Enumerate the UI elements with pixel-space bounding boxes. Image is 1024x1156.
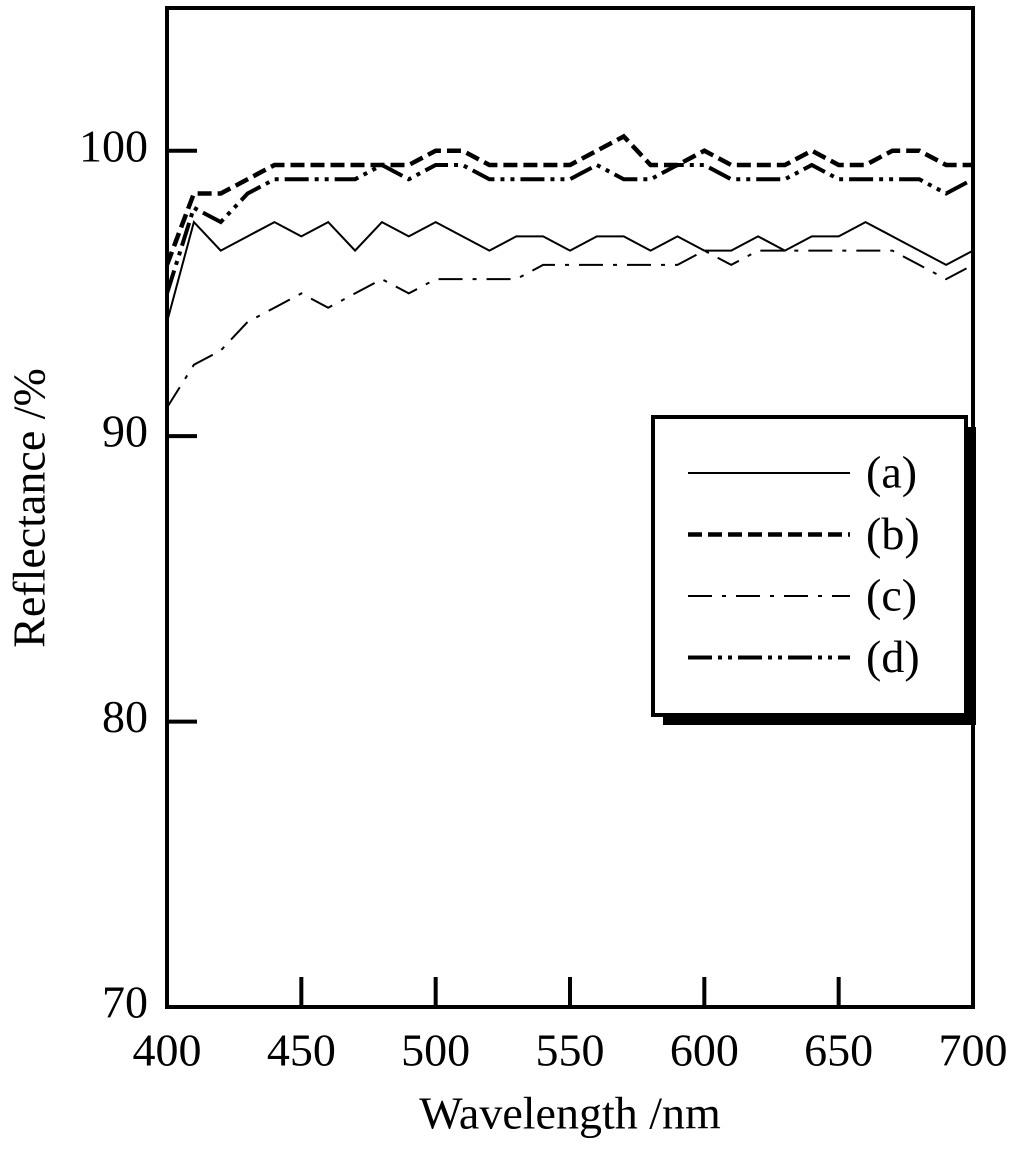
series-line [164,133,973,266]
series-line [166,220,974,323]
y-axis-label: Reflectance /% [4,368,55,648]
x-axis-label: Wavelength /nm [419,1088,721,1139]
legend-label: (c) [866,570,917,621]
series-line [166,249,974,409]
legend-label: (d) [866,631,920,682]
legend-label: (b) [866,508,920,559]
legend-box [651,415,968,717]
y-tick-label: 100 [79,120,148,171]
x-tick-label: 450 [267,1025,336,1076]
series-line [165,162,974,295]
x-tick-label: 500 [401,1025,470,1076]
x-tick-label: 550 [536,1025,605,1076]
x-tick-label: 400 [133,1025,202,1076]
x-tick-label: 600 [670,1025,739,1076]
y-tick-label: 80 [102,691,148,742]
x-tick-label: 700 [939,1025,1008,1076]
x-tick-label: 650 [804,1025,873,1076]
y-tick-label: 70 [102,977,148,1028]
y-tick-label: 90 [102,406,148,457]
legend-label: (a) [866,447,917,498]
